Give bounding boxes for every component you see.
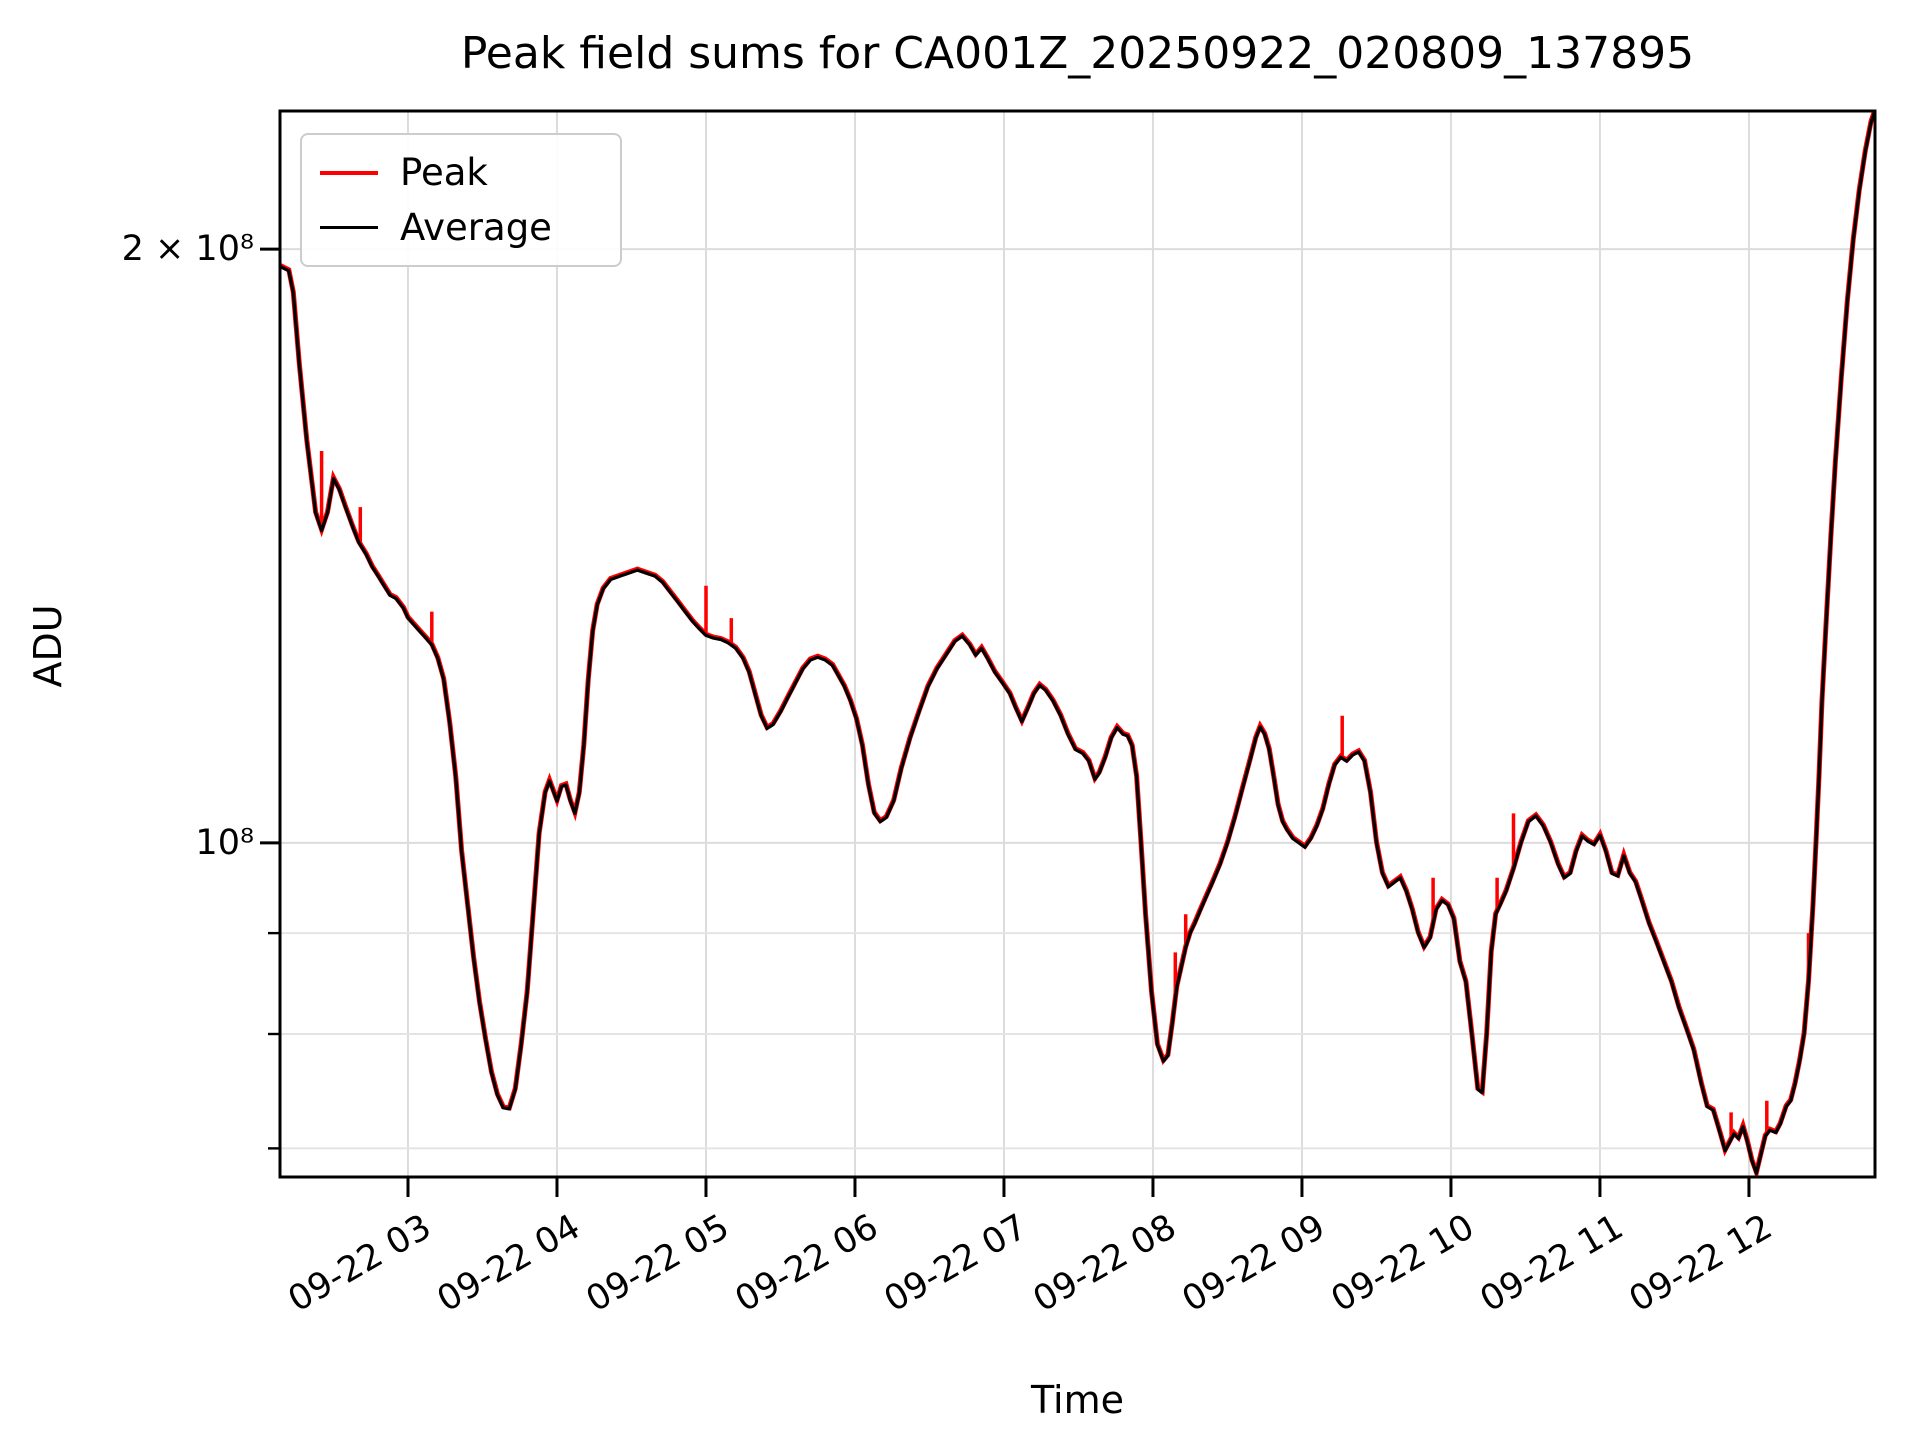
legend-label-average: Average [400, 206, 552, 249]
legend-item-peak: Peak [320, 151, 602, 194]
axis-tick-marks [260, 247, 1751, 1197]
legend-label-peak: Peak [400, 151, 488, 194]
x-axis-label: Time [1031, 1378, 1124, 1422]
peak-line-sample [320, 170, 378, 175]
legend: Peak Average [300, 133, 622, 267]
legend-item-average: Average [320, 206, 602, 249]
average-series-line [280, 111, 1875, 1175]
y-tick-label: 2 × 10⁸ [121, 229, 254, 270]
grid-lines [280, 111, 1875, 1177]
peak-series-line [280, 111, 1875, 1177]
plot-border [278, 109, 1877, 1179]
chart-title: Peak field sums for CA001Z_20250922_0208… [460, 28, 1695, 79]
average-line-sample [320, 226, 378, 229]
y-tick-label: 10⁸ [195, 822, 254, 863]
peak-spikes [319, 451, 1811, 1140]
